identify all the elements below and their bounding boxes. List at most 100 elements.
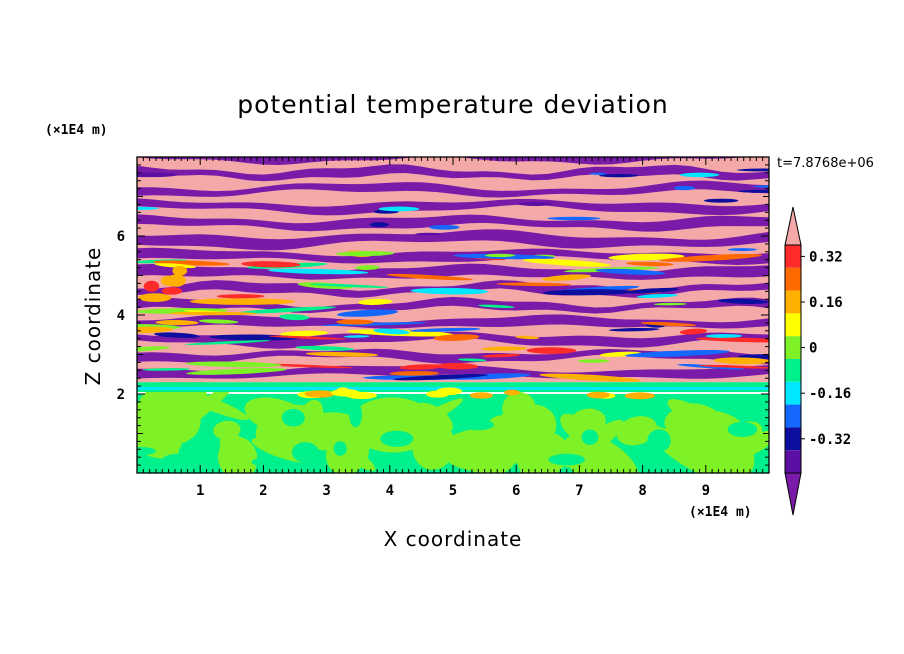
mixing-streak	[625, 350, 730, 358]
lower-green-blob	[502, 392, 536, 426]
x-tick-label: 4	[386, 483, 394, 499]
mixing-streak	[679, 328, 708, 335]
mixing-streak	[268, 268, 369, 275]
colorbar-segment	[785, 427, 801, 451]
transition-warm-streak	[504, 389, 520, 396]
transition-warm-streak	[304, 390, 336, 398]
lower-teal-blob	[461, 419, 495, 431]
colorbar-segment	[785, 313, 801, 337]
mixing-streak	[698, 364, 769, 369]
y-tick-label: 6	[117, 229, 125, 245]
y-axis-unit: (×1E4 m)	[45, 123, 108, 138]
colorbar-tick-label: 0.16	[809, 295, 843, 311]
x-tick-label: 9	[702, 483, 710, 499]
x-tick-label: 3	[322, 483, 330, 499]
mixing-streak	[541, 274, 592, 281]
colorbar-segment	[785, 381, 801, 405]
upper-streak	[518, 201, 553, 207]
mixing-streak	[185, 361, 282, 368]
colorbar-lower-extension	[784, 472, 802, 516]
upper-streak	[736, 168, 769, 172]
mixing-streak	[336, 319, 374, 325]
chart-title: potential temperature deviation	[237, 90, 668, 119]
lower-green-blob	[414, 402, 453, 434]
mixing-streak	[433, 334, 480, 342]
warm-patch	[161, 287, 183, 295]
mixing-streak	[539, 373, 642, 382]
mixing-streak	[393, 374, 489, 381]
lower-green-blob	[255, 404, 324, 454]
mixing-streak	[137, 346, 171, 352]
purple-band	[137, 331, 769, 349]
mixing-streak	[410, 287, 489, 295]
lower-green-blob	[569, 408, 606, 435]
mixing-streak	[484, 253, 516, 258]
upper-streak	[599, 173, 639, 178]
upper-streak	[547, 216, 601, 221]
lower-teal-blob	[251, 457, 282, 467]
transition-warm-streak	[330, 388, 360, 397]
lower-green-blob	[561, 433, 640, 473]
colorbar-tick-label: -0.32	[809, 432, 851, 448]
y-tick-label: 2	[117, 387, 125, 403]
mixing-streak	[705, 334, 743, 338]
mixing-streak	[295, 345, 354, 351]
upper-streak	[753, 185, 769, 188]
purple-band	[137, 180, 769, 198]
colorbar-frame	[784, 244, 802, 474]
mixing-streak	[515, 335, 540, 340]
mixing-streak	[198, 319, 239, 324]
mixing-streak	[237, 306, 336, 314]
upper-streak	[369, 222, 389, 228]
mixing-streak	[154, 263, 196, 269]
upper-streak	[378, 206, 420, 212]
lower-teal-blob	[548, 453, 585, 466]
mixing-streak	[337, 309, 399, 317]
x-axis-label: X coordinate	[384, 527, 523, 551]
mixing-streak	[696, 337, 769, 343]
mixing-streak	[625, 261, 674, 267]
lower-teal-blob	[137, 446, 156, 456]
upper-streak	[727, 248, 757, 252]
transition-warm-streak	[624, 392, 655, 400]
mixing-streak	[279, 314, 310, 321]
purple-band	[137, 164, 769, 182]
warm-patch	[160, 275, 179, 286]
upper-streak	[137, 206, 159, 210]
y-tick-label: 4	[117, 308, 125, 324]
lower-teal-blob	[581, 429, 599, 445]
mixing-streak	[713, 357, 769, 365]
colorbar-upper-extension	[784, 206, 802, 246]
mixing-streak	[625, 287, 679, 294]
purple-band	[137, 198, 769, 216]
lower-green-blob	[616, 416, 658, 446]
lower-teal-blob	[160, 453, 197, 472]
colorbar-tick-label: 0	[809, 341, 817, 357]
transition-warm-streak	[586, 391, 610, 399]
mixing-streak	[609, 327, 660, 332]
mixing-streak	[142, 368, 191, 371]
colorbar: 0.32 0.16 0 -0.16 -0.32	[784, 206, 851, 516]
purple-band	[137, 214, 769, 232]
lower-green-blob	[664, 406, 717, 442]
mixing-streak	[336, 251, 395, 257]
mixing-streak	[389, 371, 440, 376]
upper-streak	[415, 232, 443, 236]
lower-teal-blob	[647, 429, 671, 453]
colorbar-segment	[785, 450, 801, 473]
lower-teal-blob	[349, 402, 362, 428]
lower-teal-blob	[291, 442, 319, 463]
mixing-streak	[154, 332, 200, 339]
mixing-streak	[186, 368, 287, 375]
mixing-streak	[542, 289, 634, 296]
mixing-streak	[358, 298, 393, 305]
mixing-streak	[399, 364, 444, 370]
mixing-streak	[717, 298, 769, 304]
mixing-streak	[169, 311, 258, 316]
lower-green-blob	[213, 420, 241, 440]
x-tick-label: 7	[575, 483, 583, 499]
upper-streak	[737, 189, 769, 193]
y-axis-label: Z coordinate	[81, 247, 105, 386]
lower-teal-blob	[333, 441, 347, 456]
